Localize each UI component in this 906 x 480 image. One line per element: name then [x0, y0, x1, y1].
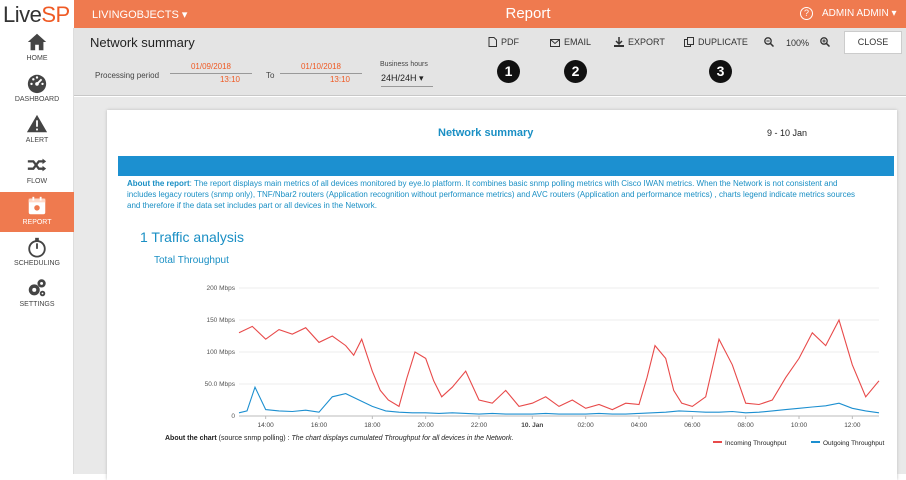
y-tick-label: 50.0 Mbps — [205, 381, 236, 388]
x-tick-label: 20:00 — [418, 422, 435, 429]
alert-icon — [26, 114, 48, 133]
report-header-band — [118, 156, 894, 176]
top-bar: LiveSP LIVINGOBJECTS ▾ Report ? ADMIN AD… — [0, 0, 906, 28]
annotation-marker-1: 1 — [497, 60, 520, 83]
report-date: 9 - 10 Jan — [767, 128, 808, 138]
x-tick-label: 06:00 — [684, 422, 701, 429]
sidebar-item-dashboard[interactable]: DASHBOARD — [0, 69, 74, 109]
zoom-in-button[interactable] — [820, 37, 834, 48]
report-page: Network summary 9 - 10 Jan About the rep… — [107, 110, 897, 480]
legend-label: Outgoing Throughput — [823, 440, 885, 447]
sidebar-item-label: HOME — [26, 55, 48, 62]
y-tick-label: 0 — [231, 413, 235, 420]
sidebar-item-settings[interactable]: SETTINGS — [0, 274, 74, 314]
section-title: 1 Traffic analysis — [140, 229, 245, 245]
download-icon — [614, 37, 624, 47]
email-button[interactable]: EMAIL — [550, 37, 591, 47]
page-title: Network summary — [90, 35, 195, 50]
about-report-text: About the report: The report displays ma… — [127, 178, 867, 211]
pdf-button[interactable]: PDF — [488, 37, 519, 47]
business-hours-label: Business hours — [380, 61, 428, 68]
sidebar-item-label: ALERT — [25, 137, 49, 144]
throughput-chart: 0 50.0 Mbps 100 Mbps 150 Mbps 200 Mbps 14:00 1… — [205, 285, 885, 447]
dashboard-icon — [27, 74, 47, 94]
from-time-value: 13:10 — [219, 75, 241, 84]
duplicate-button-label: DUPLICATE — [698, 37, 748, 47]
legend-label: Incoming Throughput — [725, 440, 787, 447]
export-button[interactable]: EXPORT — [614, 37, 665, 47]
sidebar-item-label: SETTINGS — [19, 301, 55, 308]
y-tick-label: 200 Mbps — [206, 285, 235, 292]
x-tick-label: 16:00 — [311, 422, 328, 429]
incoming-throughput-line — [238, 318, 880, 411]
about-chart-label: About the chart — [165, 435, 217, 442]
x-tick-label: 18:00 — [364, 422, 381, 429]
pdf-button-label: PDF — [501, 37, 519, 47]
home-icon — [27, 33, 47, 51]
flow-icon — [27, 158, 47, 172]
sidebar-item-flow[interactable]: FLOW — [0, 151, 74, 191]
about-chart-source: (source snmp polling) : — [216, 435, 292, 442]
x-tick-label: 10. Jan — [521, 422, 543, 429]
about-report-label: About the report — [127, 179, 190, 188]
about-chart-text: About the chart (source snmp polling) : … — [165, 435, 514, 442]
x-tick-label: 08:00 — [738, 422, 755, 429]
sidebar: HOME DASHBOARD ALERT FLOW REPORT SCHEDUL… — [0, 28, 74, 474]
annotation-marker-3: 3 — [709, 60, 732, 83]
email-button-label: EMAIL — [564, 37, 592, 47]
livingobjects-menu[interactable]: LIVINGOBJECTS ▾ — [92, 9, 188, 21]
to-date-value: 01/10/2018 — [280, 62, 362, 74]
zoom-in-icon — [820, 37, 831, 48]
logo-text-live: Live — [3, 2, 42, 27]
duplicate-button[interactable]: DUPLICATE — [684, 37, 748, 47]
stopwatch-icon — [28, 237, 46, 258]
sidebar-item-label: DASHBOARD — [14, 96, 60, 103]
business-hours-select[interactable]: 24H/24H ▾ — [381, 73, 433, 87]
envelope-icon — [550, 39, 560, 47]
about-report-body: : The report displays main metrics of al… — [127, 179, 856, 210]
to-label: To — [266, 71, 275, 80]
about-chart-body: The chart displays cumulated Throughput … — [291, 435, 514, 442]
sidebar-item-scheduling[interactable]: SCHEDULING — [0, 233, 74, 273]
outgoing-throughput-line — [238, 385, 880, 415]
copy-icon — [684, 37, 694, 47]
close-button[interactable]: CLOSE — [844, 31, 902, 54]
chart-title: Total Throughput — [154, 255, 229, 266]
zoom-level: 100% — [786, 38, 810, 48]
from-date-field[interactable]: 01/09/2018 13:10 — [170, 62, 252, 87]
report-icon — [28, 196, 46, 215]
app-title: Report — [505, 5, 551, 22]
sidebar-item-home[interactable]: HOME — [0, 28, 74, 68]
y-tick-label: 100 Mbps — [206, 349, 235, 356]
x-tick-label: 10:00 — [791, 422, 808, 429]
sidebar-item-alert[interactable]: ALERT — [0, 110, 74, 150]
x-tick-label: 12:00 — [844, 422, 861, 429]
pdf-file-icon — [488, 37, 497, 47]
to-date-field[interactable]: 01/10/2018 13:10 — [280, 62, 362, 87]
sidebar-item-label: SCHEDULING — [14, 260, 60, 267]
report-title: Network summary — [438, 127, 534, 139]
gears-icon — [28, 279, 46, 297]
question-circle-icon[interactable]: ? — [800, 7, 813, 20]
y-tick-label: 150 Mbps — [206, 317, 235, 324]
zoom-out-icon — [764, 37, 775, 48]
sidebar-item-label: FLOW — [26, 178, 48, 185]
export-button-label: EXPORT — [628, 37, 665, 47]
user-menu[interactable]: ADMIN ADMIN ▾ — [822, 8, 897, 19]
x-tick-label: 02:00 — [578, 422, 595, 429]
zoom-out-button[interactable] — [764, 37, 778, 48]
logo-text-sp: SP — [41, 2, 70, 27]
app-logo[interactable]: LiveSP — [0, 0, 74, 28]
report-toolbar: Network summary PDF EMAIL EXPORT DUPLICA… — [74, 28, 906, 96]
from-date-value: 01/09/2018 — [170, 62, 252, 74]
sidebar-item-report[interactable]: REPORT — [0, 192, 74, 232]
report-viewer[interactable]: Network summary 9 - 10 Jan About the rep… — [74, 97, 906, 480]
x-tick-label: 14:00 — [258, 422, 275, 429]
x-tick-label: 22:00 — [471, 422, 488, 429]
to-time-value: 13:10 — [329, 75, 351, 84]
annotation-marker-2: 2 — [564, 60, 587, 83]
processing-period-label: Processing period — [95, 71, 160, 80]
x-tick-label: 04:00 — [631, 422, 648, 429]
sidebar-item-label: REPORT — [22, 219, 52, 226]
